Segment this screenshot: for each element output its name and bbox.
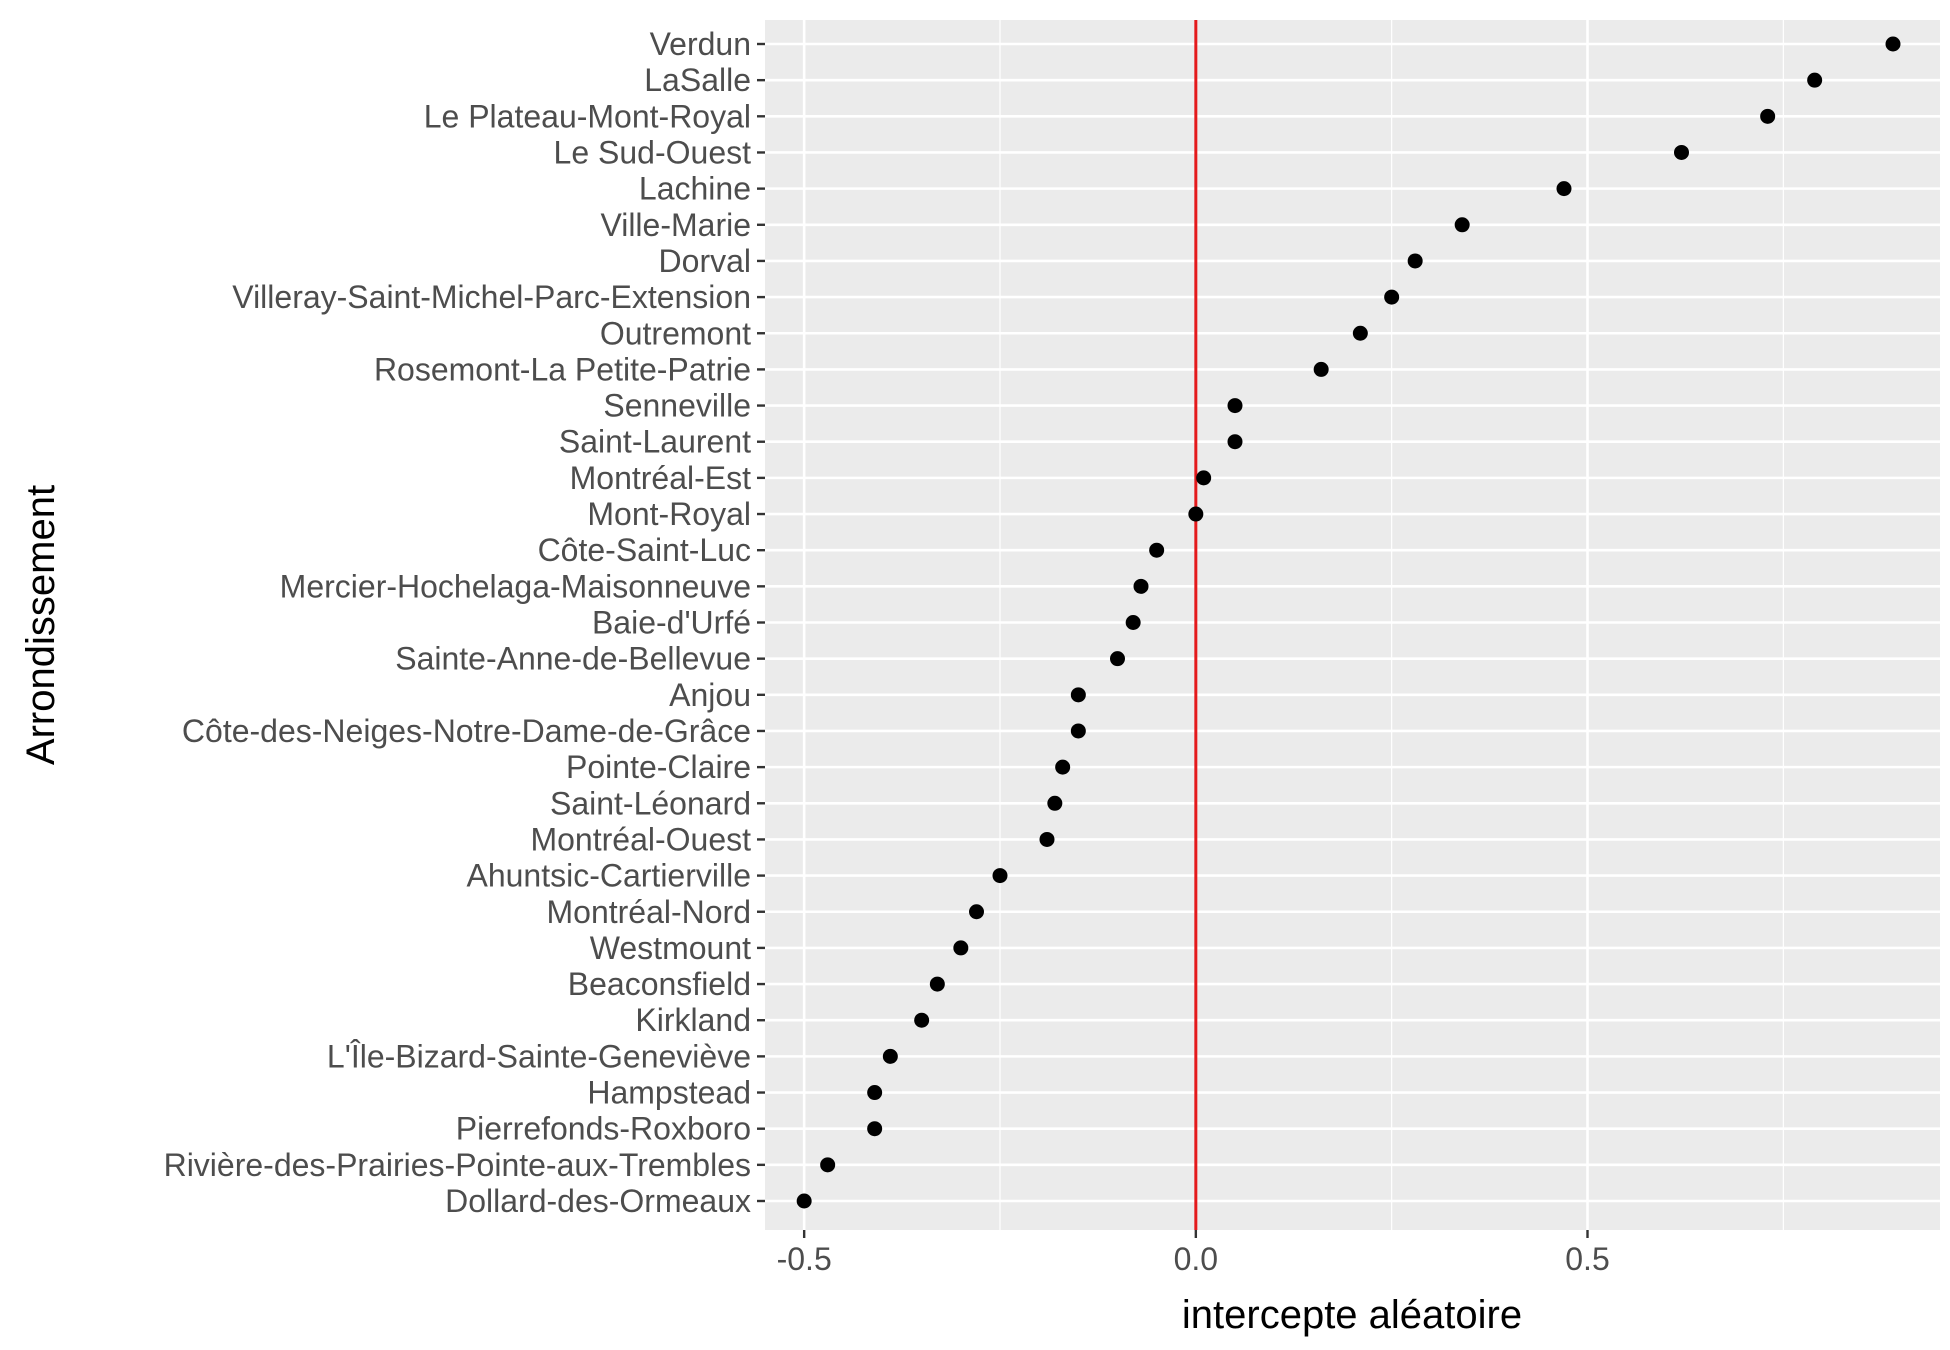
data-point: [1454, 217, 1470, 233]
y-tick-label: Sainte-Anne-de-Bellevue: [395, 641, 751, 677]
y-tick-label: Le Sud-Ouest: [554, 134, 752, 170]
data-point: [1110, 651, 1125, 667]
data-point: [867, 1121, 883, 1137]
y-tick-label: Ahuntsic-Cartierville: [466, 858, 751, 894]
data-point: [867, 1085, 883, 1101]
data-point: [1807, 72, 1823, 88]
y-tick-label: Lachine: [639, 171, 751, 207]
data-point: [1885, 36, 1901, 52]
y-tick-label: Montréal-Nord: [546, 894, 751, 930]
y-tick-label: Mont-Royal: [587, 496, 751, 532]
y-tick-label: Beaconsfield: [568, 966, 751, 1002]
data-point: [1125, 615, 1141, 630]
data-point: [1407, 253, 1423, 269]
y-tick-label: Dollard-des-Ormeaux: [445, 1183, 751, 1219]
data-point: [1196, 470, 1212, 486]
y-tick-label: Le Plateau-Mont-Royal: [424, 98, 751, 134]
y-tick-label: LaSalle: [644, 62, 751, 98]
y-tick-label: Saint-Léonard: [550, 785, 751, 821]
y-tick-label: Villeray-Saint-Michel-Parc-Extension: [232, 279, 751, 315]
data-point: [820, 1157, 836, 1173]
y-tick-label: Hampstead: [587, 1075, 751, 1111]
data-point: [1556, 181, 1572, 197]
data-point: [1188, 506, 1204, 522]
x-tick-label: -0.5: [777, 1241, 832, 1277]
data-point: [882, 1048, 898, 1064]
y-tick-label: Montréal-Est: [570, 460, 752, 496]
y-tick-label: Westmount: [590, 930, 751, 966]
data-point: [1227, 434, 1243, 450]
data-point: [1047, 795, 1063, 811]
data-point: [1149, 542, 1165, 558]
data-point: [992, 868, 1008, 884]
x-tick-label: 0.5: [1565, 1241, 1609, 1277]
data-point: [969, 904, 984, 920]
y-tick-label: Kirkland: [635, 1002, 751, 1038]
y-tick-label: Outremont: [600, 315, 751, 351]
data-point: [953, 940, 969, 956]
y-tick-label: Mercier-Hochelaga-Maisonneuve: [280, 568, 751, 604]
y-tick-label: Dorval: [659, 243, 751, 279]
data-point: [1313, 361, 1329, 377]
data-point: [1039, 831, 1055, 847]
y-tick-label: Montréal-Ouest: [530, 821, 751, 857]
y-axis-title: Arrondissement: [19, 485, 63, 765]
data-point: [1070, 687, 1086, 703]
data-point: [1674, 144, 1689, 160]
data-point: [1070, 723, 1086, 739]
y-tick-label: L'Île-Bizard-Sainte-Geneviève: [327, 1038, 751, 1074]
data-point: [1352, 325, 1368, 341]
y-tick-label: Anjou: [669, 677, 751, 713]
data-point: [1227, 398, 1243, 414]
y-tick-label: Pointe-Claire: [566, 749, 751, 785]
x-axis-ticks: -0.5 0.0 0.5: [777, 1230, 1610, 1277]
panel-background: [765, 20, 1940, 1230]
data-point: [796, 1193, 812, 1209]
data-point: [1384, 289, 1400, 305]
y-tick-label: Verdun: [650, 26, 751, 62]
x-tick-label: 0.0: [1174, 1241, 1218, 1277]
grid-lines: [765, 20, 1940, 1230]
y-tick-label: Senneville: [603, 388, 751, 424]
y-tick-label: Saint-Laurent: [559, 424, 751, 460]
data-points: [796, 36, 1901, 1209]
data-point: [1133, 578, 1149, 594]
y-tick-label: Côte-des-Neiges-Notre-Dame-de-Grâce: [182, 713, 751, 749]
y-tick-label: Ville-Marie: [600, 207, 751, 243]
data-point: [914, 1012, 930, 1028]
y-tick-label: Côte-Saint-Luc: [538, 532, 751, 568]
data-point: [1760, 108, 1776, 124]
y-tick-label: Rivière-des-Prairies-Pointe-aux-Trembles: [164, 1147, 751, 1183]
data-point: [929, 976, 945, 992]
y-tick-label: Rosemont-La Petite-Patrie: [374, 351, 751, 387]
y-tick-label: Baie-d'Urfé: [592, 605, 751, 641]
y-tick-label: Pierrefonds-Roxboro: [456, 1111, 751, 1147]
x-axis-title: intercepte aléatoire: [1182, 1293, 1522, 1337]
data-point: [1055, 759, 1071, 775]
